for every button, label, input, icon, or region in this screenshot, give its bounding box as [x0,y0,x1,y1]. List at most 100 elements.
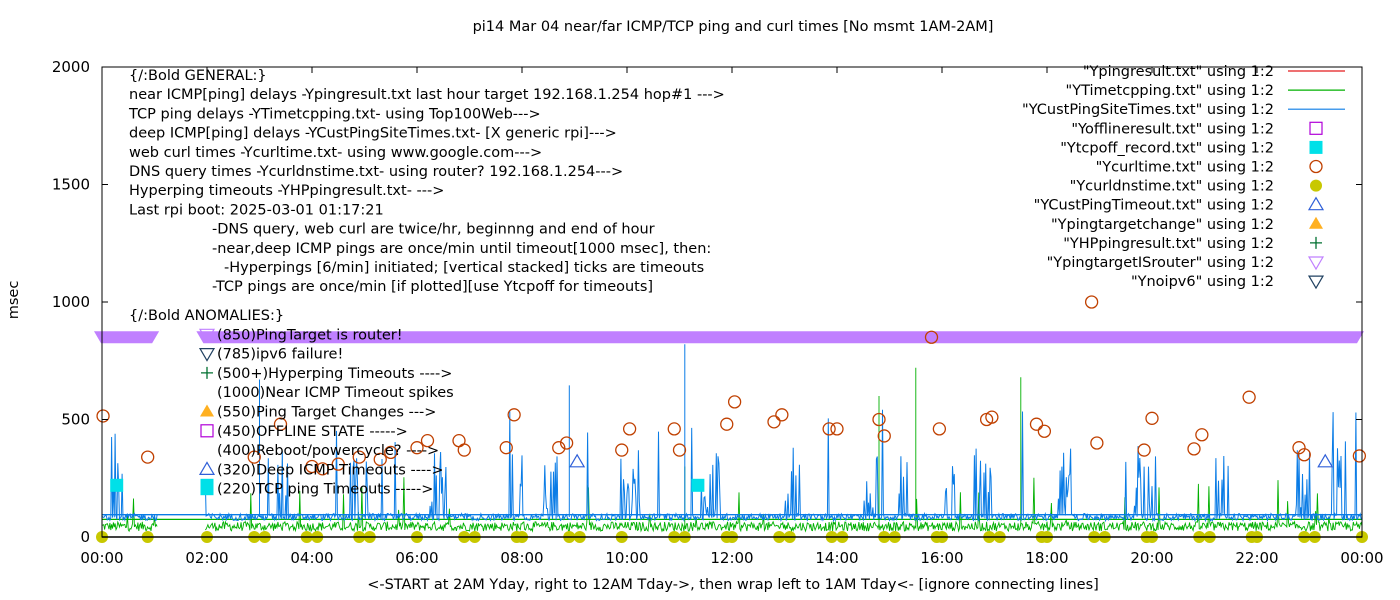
legend-entry-label: "Ynoipv6" using 1:2 [1131,274,1274,290]
curl-point-8 [384,445,398,460]
curl-point-45 [1352,449,1367,463]
anomaly-symbol-icon [201,366,213,379]
legend-marker-icon [1309,216,1323,229]
x-tick-label: 00:00 [1340,549,1383,567]
x-tick-label: 08:00 [500,549,543,567]
y-tick-label: 500 [61,411,90,429]
curl-point-1 [141,450,155,464]
curl-point-22 [720,417,734,431]
anomaly-note-line: (450)OFFLINE STATE -----> [217,424,408,440]
y-tick-label: 2000 [52,58,90,76]
legend-entry-label: "Yofflineresult.txt" using 1:2 [1071,121,1274,137]
curl-point-38 [1137,443,1151,457]
curl-point-31 [932,422,947,436]
general-note-line: near ICMP[ping] delays -Ypingresult.txt … [129,87,725,103]
legend-marker-icon [1309,121,1323,135]
legend-entry-label: "YTimetcpping.txt" using 1:2 [1066,83,1274,99]
legend-entry-label: "Ytcpoff_record.txt" using 1:2 [1060,140,1274,156]
anomaly-note-line: (550)Ping Target Changes ---> [217,405,436,421]
anomaly-note-line: (785)ipv6 failure! [217,347,343,363]
legend-entry-label: "YHPpingresult.txt" using 1:2 [1063,236,1274,252]
curl-point-2 [247,450,261,464]
curl-point-13 [457,443,471,457]
anomaly-symbol-icon [200,424,214,438]
curl-point-6 [331,457,345,471]
curl-point-42 [1242,390,1256,404]
x-tick-label: 00:00 [80,549,123,567]
anomaly-note-line: (320)Deep ICMP Timeouts ----> [217,462,444,478]
x-tick-label: 10:00 [605,549,648,567]
deep-timeout-point-0 [569,453,586,468]
general-note-line: -DNS query, web curl are twice/hr, begin… [212,222,655,238]
legend-entry-label: "Ypingtargetchange" using 1:2 [1051,217,1274,233]
deep-timeout-point-1 [1317,453,1334,468]
legend-marker-icon [1310,179,1322,192]
x-axis-label: <-START at 2AM Yday, right to 12AM Tday-… [367,577,1099,593]
curl-point-36 [1084,295,1099,309]
curl-point-26 [822,422,836,436]
curl-point-7 [352,450,366,464]
curl-point-41 [1195,428,1209,442]
anomaly-symbol-icon [198,348,216,362]
legend-entry-label: "Ycurldnstime.txt" using 1:2 [1070,179,1274,195]
x-tick-label: 12:00 [710,549,753,567]
y-tick-label: 0 [80,528,90,546]
curl-point-14 [499,441,513,455]
curl-point-11 [420,433,435,448]
curl-point-20 [667,422,681,436]
curl-point-43 [1292,441,1306,455]
general-note-line: Hyperping timeouts -YHPpingresult.txt- -… [129,183,444,199]
curl-point-15 [507,408,521,422]
router-band-1 [196,331,1364,344]
general-note-line: TCP ping delays -YTimetcpping.txt- using… [128,106,541,122]
general-note-line: {/:Bold GENERAL:} [129,68,267,84]
curl-point-4 [305,459,319,474]
curl-point-0 [96,409,110,423]
x-tick-label: 14:00 [815,549,858,567]
router-band-0 [94,331,160,344]
anomaly-symbol-icon [200,404,214,417]
x-tick-label: 16:00 [920,549,963,567]
y-tick-label: 1000 [52,293,90,311]
curl-point-19 [622,422,637,436]
y-axis-label: msec [6,281,22,320]
anomaly-symbol-icon [198,461,216,475]
x-tick-label: 06:00 [395,549,438,567]
general-note-line: Last rpi boot: 2025-03-01 01:17:21 [129,202,384,218]
anomaly-note-line: {/:Bold ANOMALIES:} [129,308,284,324]
curl-point-21 [672,443,687,457]
curl-point-3 [273,417,288,431]
legend-marker-icon [1309,159,1323,174]
curl-point-23 [727,395,742,409]
legend: "Ypingresult.txt" using 1:2 "YTimetcpping… [1022,64,1345,290]
legend-entry-label: "Ypingresult.txt" using 1:2 [1083,64,1274,80]
legend-entry-label: "YCustPingTimeout.txt" using 1:2 [1034,198,1274,214]
tcp-timeout-point-0 [110,478,124,492]
anomaly-note-line: (1000)Near ICMP Timeout spikes [217,385,454,401]
curl-point-33 [985,410,999,424]
x-tick-label: 02:00 [185,549,228,567]
legend-entry-label: "Ycurltime.txt" using 1:2 [1096,160,1274,176]
general-note-line: web curl times -Ycurltime.txt- using www… [129,145,542,161]
curl-point-5 [315,462,330,476]
tcp-timeout-point-2 [691,478,705,492]
general-note-line: -Hyperpings [6/min] initiated; [vertical… [224,260,704,276]
legend-marker-icon [1307,275,1325,290]
legend-marker-icon [1310,236,1322,249]
general-note-line: -TCP pings are once/min [if plotted][use… [212,279,653,295]
anomaly-note-line: (850)PingTarget is router! [217,327,403,343]
x-tick-label: 18:00 [1025,549,1068,567]
curl-point-35 [1037,424,1052,438]
anomaly-note-line: (400)Reboot/powercycle? ----> [217,443,439,459]
curl-point-27 [830,422,844,436]
curl-point-30 [924,330,939,344]
curl-point-39 [1145,411,1159,425]
curl-point-17 [559,436,574,450]
general-note-line: -near,deep ICMP pings are once/min until… [212,241,711,257]
curl-point-16 [552,441,566,455]
anomaly-note-line: (500+)Hyperping Timeouts ----> [217,366,452,382]
axes: 0 500 1000 1500 2000 00:00 02:00 04:00 06:00 08:0… [52,58,1384,567]
anomaly-note-line: (220)TCP ping Timeouts -----> [217,482,433,498]
general-note-line: DNS query times -Ycurldnstime.txt- using… [129,164,623,180]
